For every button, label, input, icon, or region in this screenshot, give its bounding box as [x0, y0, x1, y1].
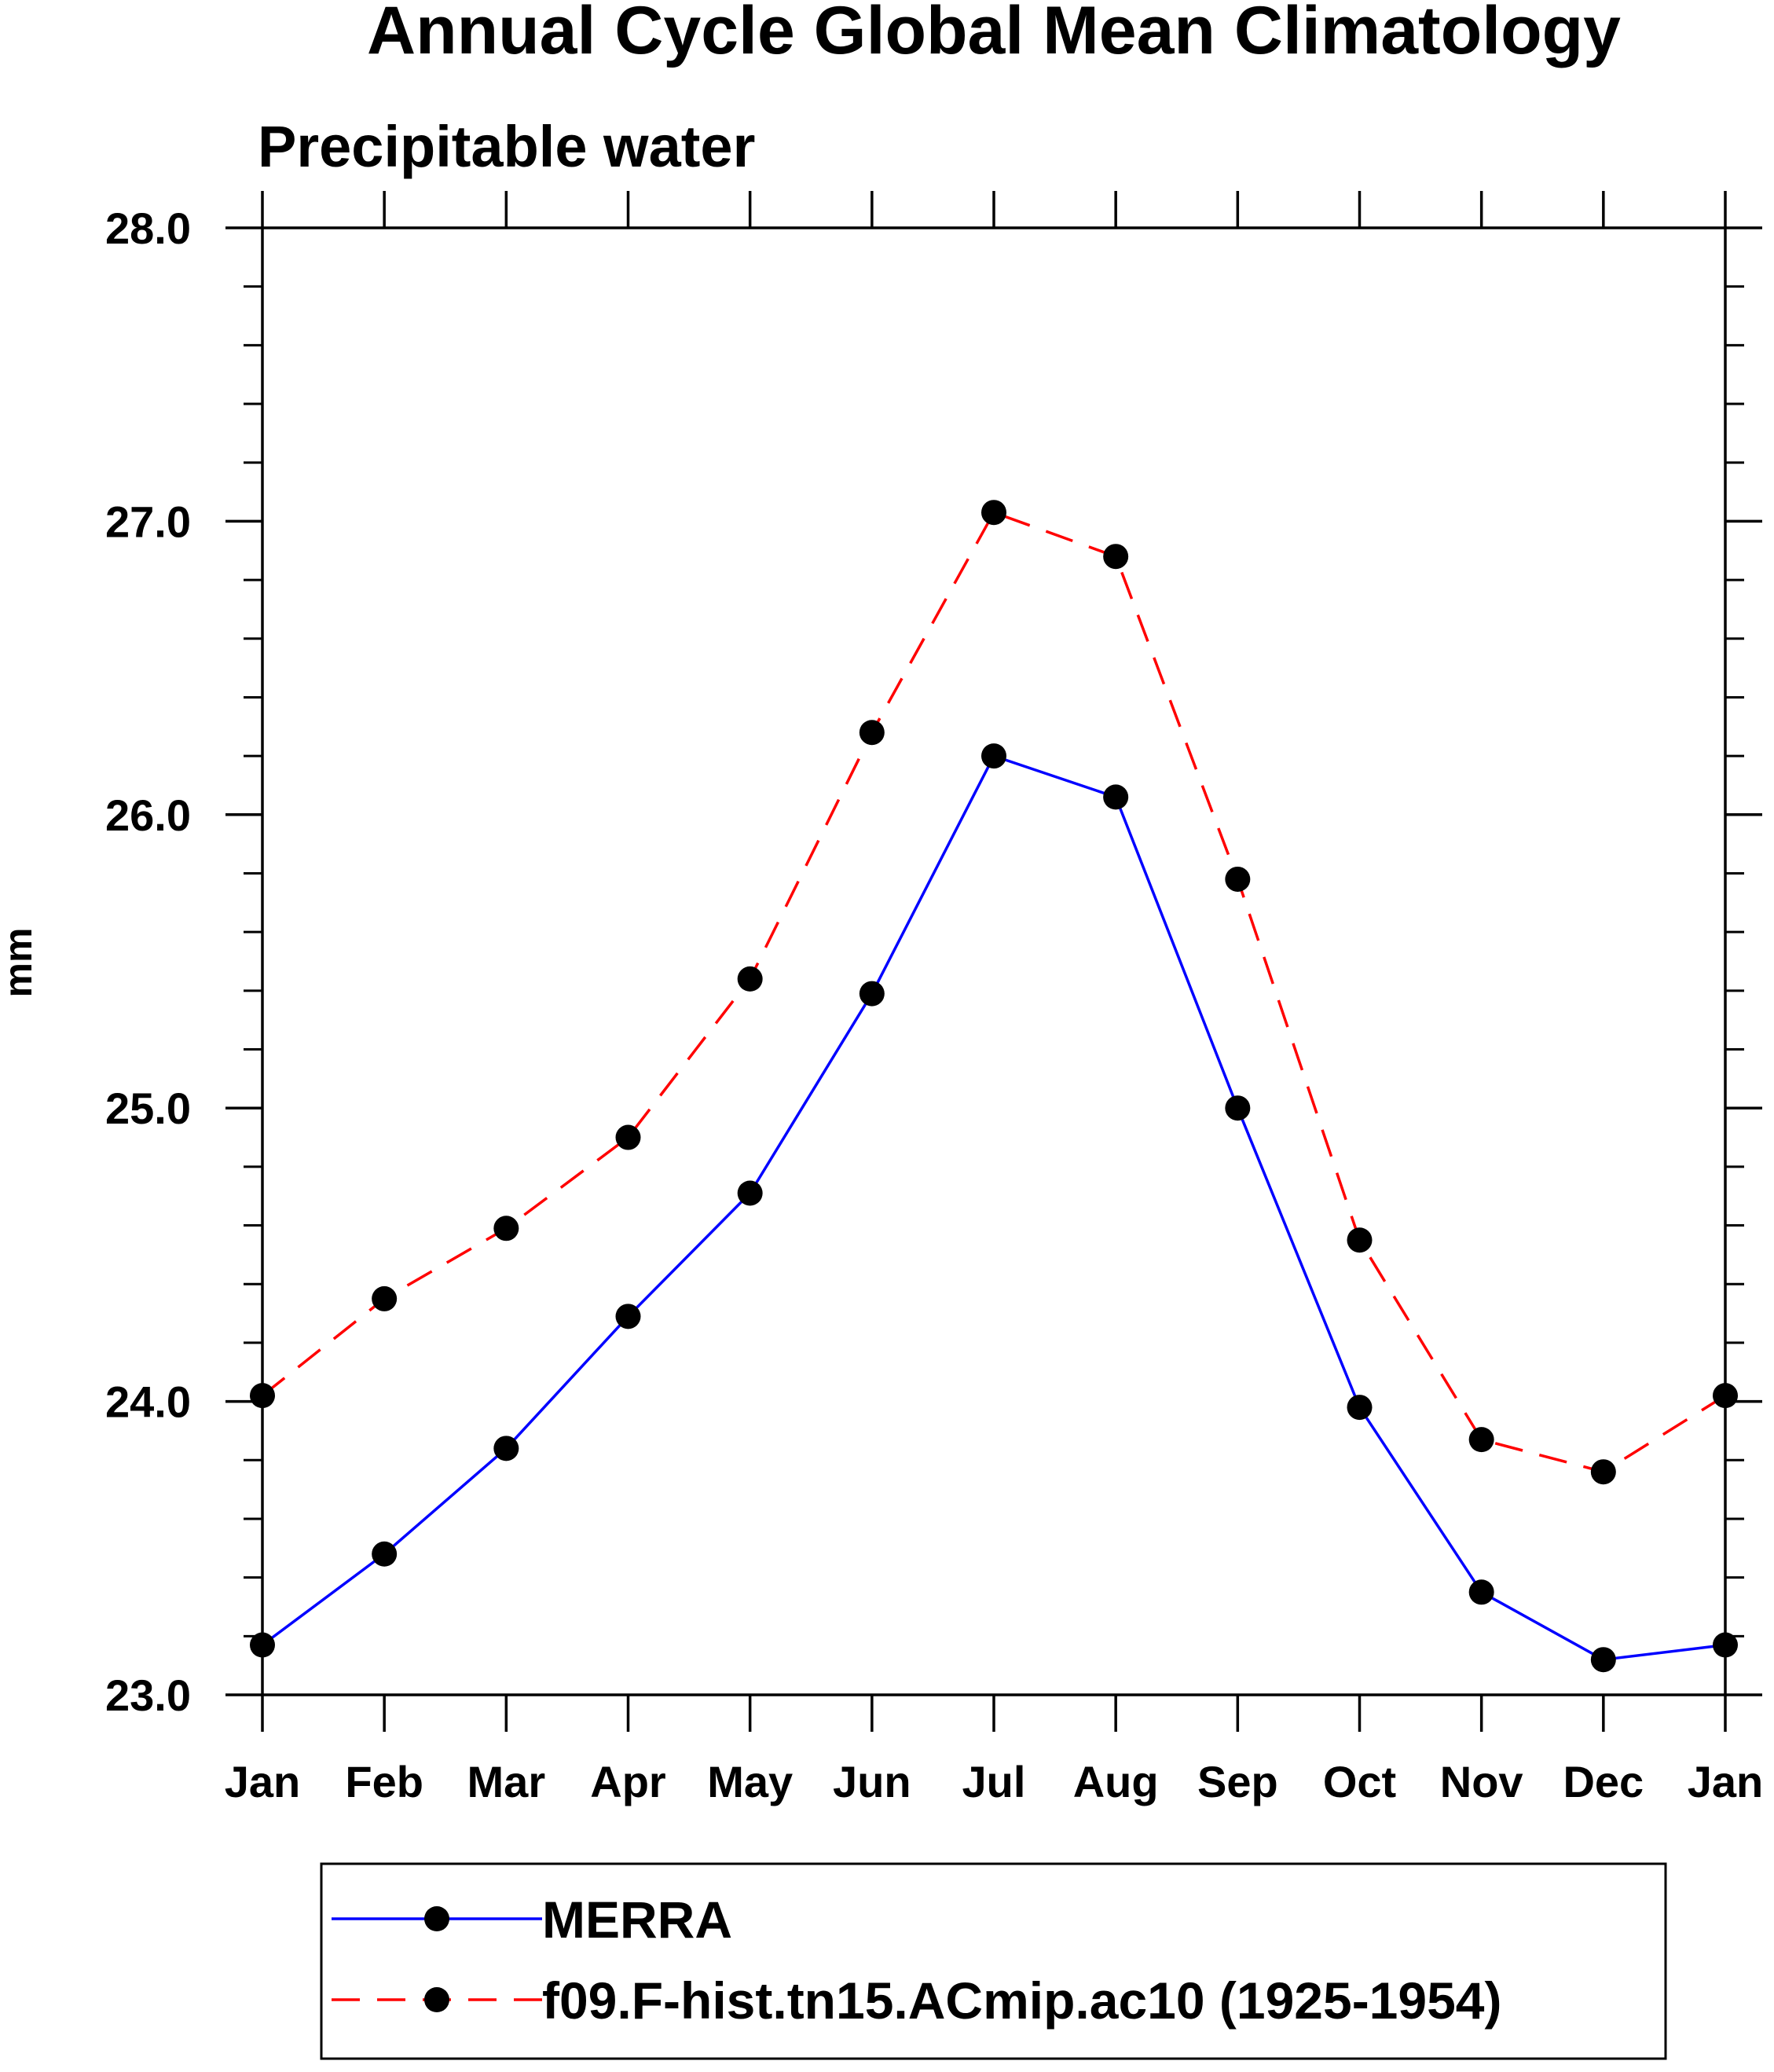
y-axis-title: mm: [0, 928, 40, 998]
y-tick-label: 25.0: [105, 1084, 191, 1133]
x-tick-label: Sep: [1197, 1757, 1278, 1806]
x-tick-label: Mar: [467, 1757, 546, 1806]
data-point: [1225, 1095, 1251, 1121]
data-point: [615, 1304, 641, 1329]
data-point: [1347, 1395, 1373, 1421]
legend-label-1: f09.F-hist.tn15.ACmip.ac10 (1925-1954): [542, 1971, 1501, 2030]
series-layer: [250, 500, 1738, 1673]
x-tick-label: Jan: [1688, 1757, 1764, 1806]
data-point: [1103, 544, 1129, 570]
x-tick-label: May: [707, 1757, 793, 1806]
data-point: [493, 1436, 519, 1461]
axes-layer: Jan Feb Mar Apr May Jun Jul Aug Sep Oct Nov Dec Jan 2…: [105, 191, 1763, 1806]
data-point: [1103, 784, 1129, 810]
legend-layer: MERRA f09.F-hist.tn15.ACmip.ac10 (1925-19…: [332, 1890, 1501, 2030]
data-point: [1590, 1459, 1616, 1485]
y-tick-label: 27.0: [105, 497, 191, 546]
data-point: [1713, 1383, 1738, 1409]
x-tick-label: Jun: [833, 1757, 911, 1806]
legend-marker-1: [424, 1987, 449, 2012]
legend-box: [320, 1862, 1667, 2060]
plot-frame: [261, 226, 1727, 1696]
data-point: [250, 1383, 275, 1409]
x-tick-label: Nov: [1440, 1757, 1523, 1806]
data-point: [1590, 1647, 1616, 1673]
chart-title: Annual Cycle Global Mean Climatology: [367, 0, 1621, 68]
x-tick-label: Dec: [1563, 1757, 1644, 1806]
data-point: [1468, 1579, 1494, 1605]
y-tick-label: 24.0: [105, 1377, 191, 1427]
y-tick-label: 26.0: [105, 790, 191, 840]
x-tick-label: Apr: [590, 1757, 665, 1806]
data-point: [859, 981, 885, 1007]
data-point: [1468, 1427, 1494, 1453]
data-point: [981, 500, 1006, 526]
y-tick-label: 28.0: [105, 204, 191, 253]
legend-marker-0: [424, 1906, 449, 1931]
data-point: [1713, 1632, 1738, 1658]
data-point: [981, 743, 1006, 769]
x-tick-label: Feb: [345, 1757, 423, 1806]
data-point: [859, 720, 885, 746]
data-point: [1225, 866, 1251, 892]
y-tick-label: 23.0: [105, 1670, 191, 1720]
legend-label-0: MERRA: [542, 1890, 732, 1949]
data-point: [737, 966, 763, 992]
x-tick-label: Aug: [1073, 1757, 1159, 1806]
data-point: [493, 1216, 519, 1241]
series-line-1: [261, 511, 1726, 1473]
data-point: [372, 1285, 398, 1311]
data-point: [1347, 1227, 1373, 1253]
data-point: [250, 1632, 275, 1658]
data-point: [615, 1124, 641, 1150]
x-tick-label: Jul: [962, 1757, 1026, 1806]
x-tick-label: Oct: [1323, 1757, 1396, 1806]
data-point: [372, 1541, 398, 1567]
series-line-0: [261, 754, 1726, 1661]
chart-subtitle: Precipitable water: [258, 114, 755, 179]
data-point: [737, 1180, 763, 1206]
x-tick-label: Jan: [225, 1757, 301, 1806]
